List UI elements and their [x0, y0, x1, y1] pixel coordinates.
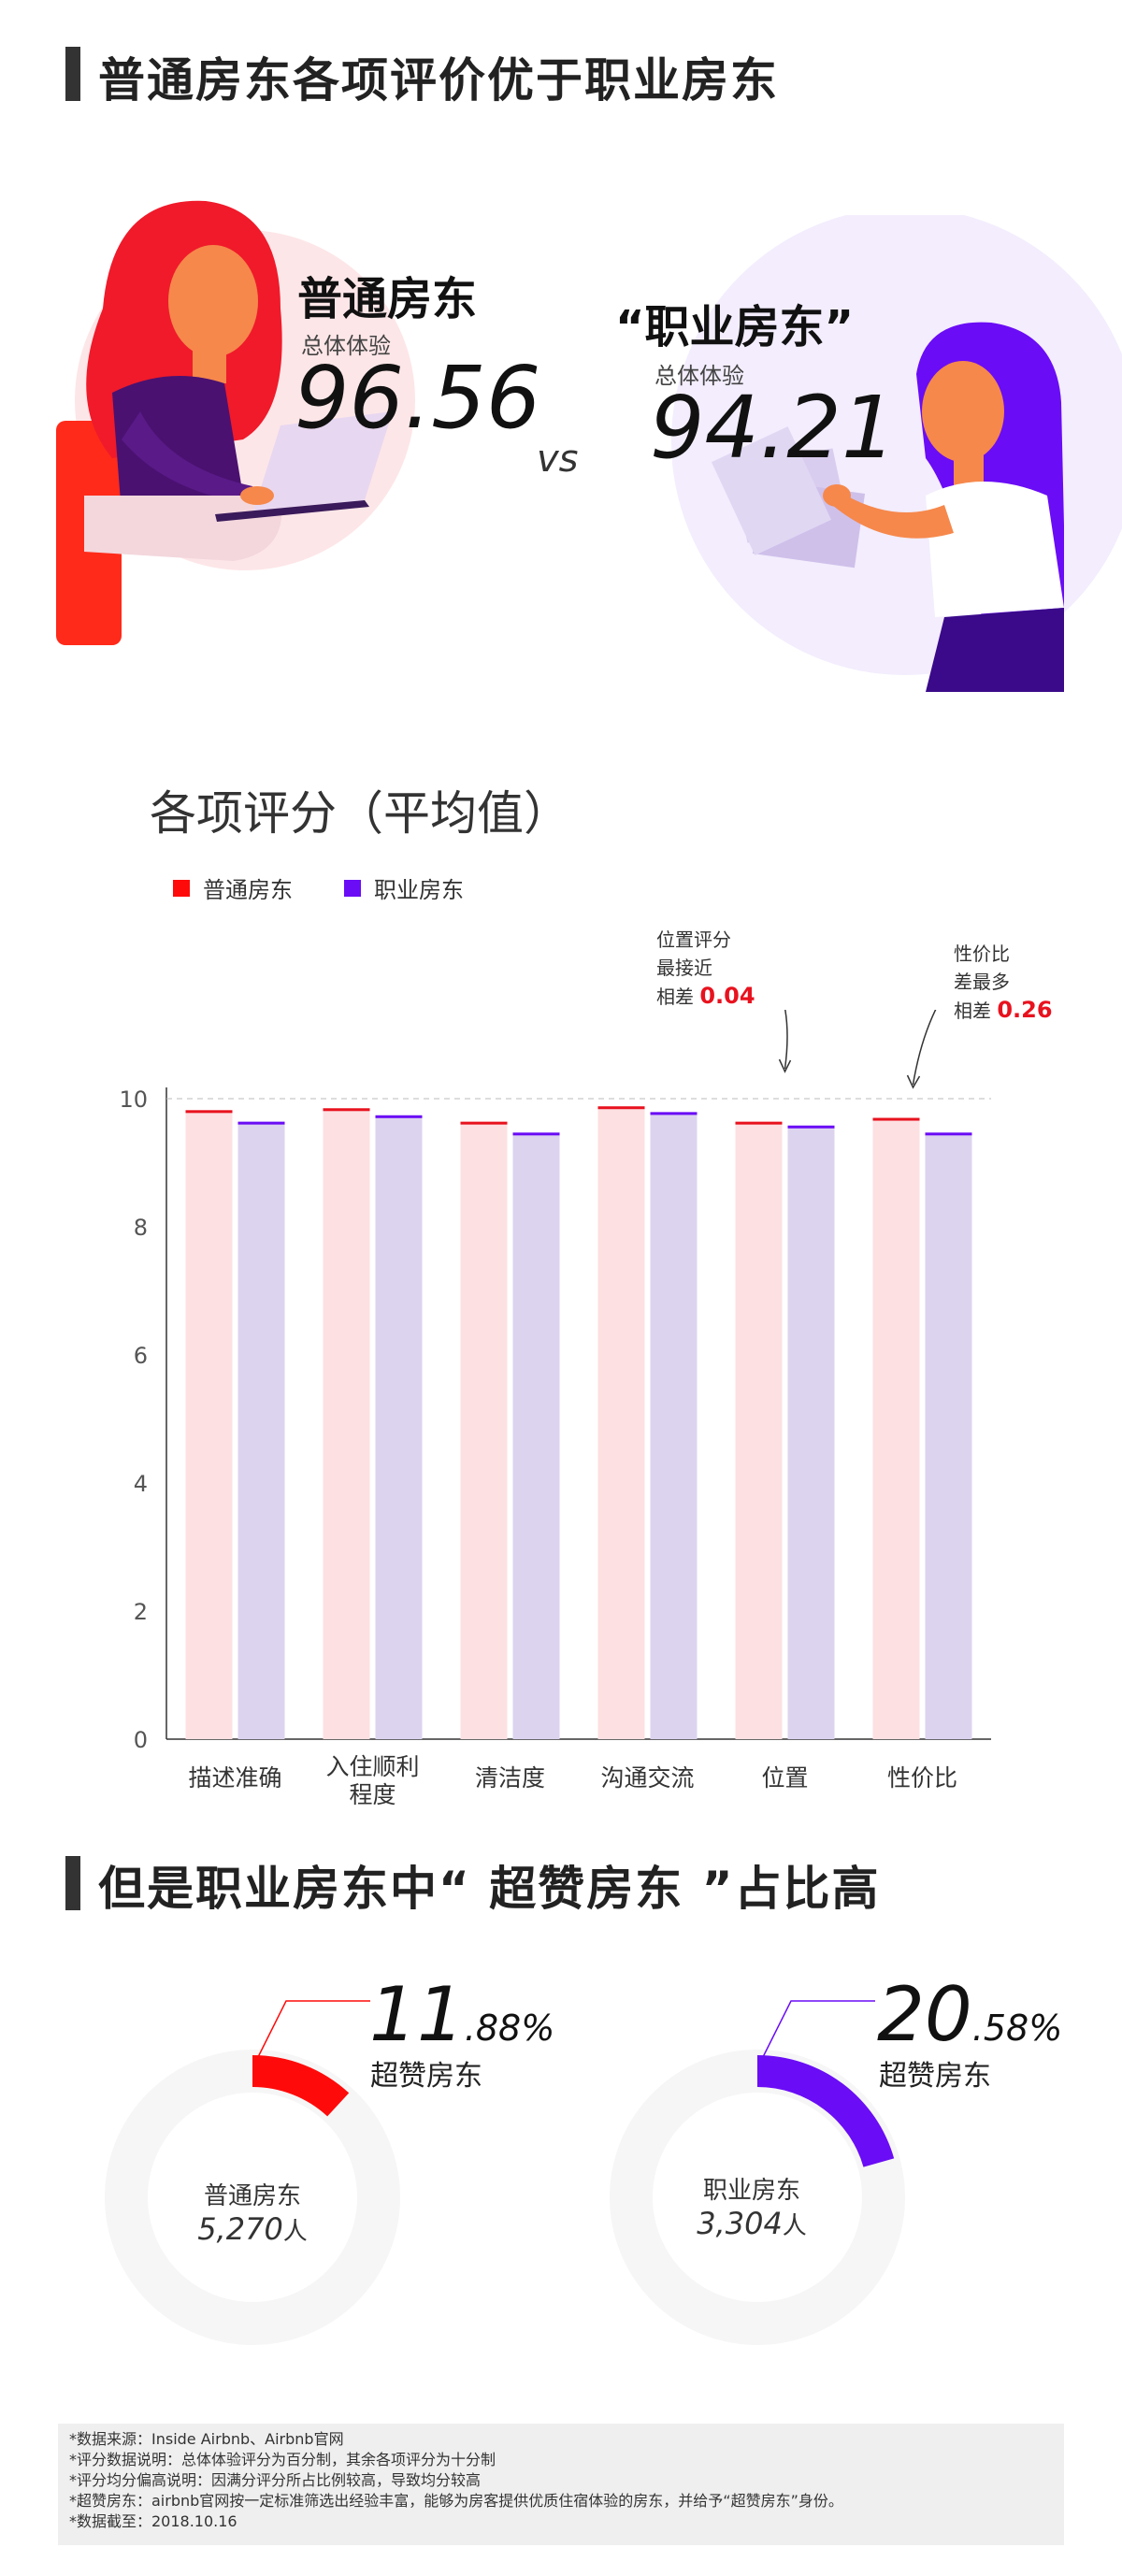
bar-pro	[237, 1121, 285, 1739]
bar-regular	[597, 1106, 645, 1739]
bar-cap-pro	[375, 1115, 423, 1118]
bar-cap-regular	[185, 1110, 233, 1114]
regular-host-sub: 总体体验	[301, 333, 391, 359]
bar-pro	[650, 1112, 698, 1739]
note-line: *数据截至：2018.10.16	[69, 2512, 237, 2530]
bar-regular	[185, 1110, 233, 1739]
bar-regular	[872, 1117, 920, 1739]
annotation-arrowhead-position	[778, 1058, 792, 1073]
annotation-value: 性价比 差最多 相差 0.26	[954, 940, 1053, 1025]
y-tick-label: 4	[134, 1471, 148, 1497]
donut-1-percent-int: 11	[369, 1971, 465, 2058]
title-bar-2	[65, 1856, 80, 1910]
donut-2-percent-int: 20	[877, 1971, 972, 2058]
bar-cap-regular	[735, 1121, 783, 1125]
x-tick-label: 清洁度	[475, 1764, 545, 1792]
y-tick-label: 6	[134, 1343, 148, 1369]
donut-leader-line	[762, 2000, 875, 2058]
donut-2-unit: 人	[782, 2212, 807, 2240]
x-tick-label: 沟通交流	[600, 1764, 694, 1792]
annotation-value-line1: 性价比	[954, 943, 1010, 965]
legend-swatch-regular	[173, 879, 190, 897]
donut-segment	[252, 2055, 350, 2117]
bar-pro	[375, 1115, 423, 1739]
annotation-position-diff-label: 相差	[656, 986, 694, 1008]
bar-pro	[925, 1132, 972, 1739]
section-title-1: 普通房东各项评价优于职业房东	[98, 53, 779, 108]
note-line: *数据来源：Inside Airbnb、Airbnb官网	[69, 2430, 344, 2448]
legend-label-regular: 普通房东	[203, 877, 293, 903]
regular-host-score: 96.56	[295, 348, 541, 448]
bar-regular	[323, 1108, 370, 1739]
annotation-position: 位置评分 最接近 相差 0.04	[656, 926, 755, 1011]
legend-regular: 普通房东	[173, 871, 293, 904]
legend-pro: 职业房东	[344, 871, 464, 904]
donut-leader-line	[257, 2000, 370, 2058]
donut-1-label: 普通房东 5,270人	[159, 2177, 346, 2247]
regular-host-name: 普通房东	[297, 273, 478, 325]
x-tick-label: 性价比	[887, 1764, 957, 1792]
donut-1-percent: 11.88%	[369, 1971, 554, 2058]
bar-regular	[460, 1121, 508, 1739]
annotation-arrow-position	[784, 1010, 788, 1070]
donut-segment	[757, 2055, 895, 2167]
bar-cap-regular	[460, 1121, 508, 1125]
bar-regular	[735, 1121, 783, 1739]
donut-2-percent-dec: .58%	[971, 2008, 1063, 2049]
annotation-value-diff-label: 相差	[954, 1000, 991, 1022]
bar-cap-regular	[872, 1117, 920, 1121]
annotation-value-line2: 差最多	[954, 971, 1010, 993]
bar-pro	[787, 1125, 835, 1739]
x-tick-label: 程度	[349, 1781, 396, 1808]
section-title-2: 但是职业房东中“ 超赞房东 ”占比高	[98, 1862, 881, 1916]
pro-host-score: 94.21	[650, 378, 897, 478]
pro-host-illustration	[671, 215, 1122, 692]
bar-cap-pro	[787, 1125, 835, 1129]
donut-1-percent-dec: .88%	[464, 2008, 555, 2049]
vs-label: vs	[537, 438, 579, 481]
donut-1-unit: 人	[282, 2218, 308, 2246]
donut-1-sub: 超赞房东	[370, 2060, 482, 2093]
x-tick-label: 位置	[761, 1764, 808, 1792]
chart-title: 各项评分（平均值）	[150, 786, 570, 841]
legend-swatch-pro	[344, 879, 361, 897]
regular-host-illustration	[56, 200, 415, 645]
annotation-position-line2: 最接近	[656, 957, 712, 979]
title-bar	[65, 47, 80, 101]
y-tick-label: 0	[134, 1727, 148, 1753]
notes-box: *数据来源：Inside Airbnb、Airbnb官网 *评分数据说明：总体体…	[58, 2424, 1064, 2545]
donut-1-count: 5,270	[197, 2211, 283, 2247]
annotation-arrow-value	[912, 1010, 937, 1086]
annotation-position-line1: 位置评分	[656, 928, 731, 951]
bar-pro	[512, 1132, 560, 1739]
donut-2-count: 3,304	[697, 2206, 783, 2241]
y-tick-label: 10	[119, 1087, 148, 1113]
pro-host-name: “职业房东”	[615, 301, 855, 353]
note-line: *超赞房东：airbnb官网按一定标准筛选出经验丰富，能够为房客提供优质住宿体验…	[69, 2492, 843, 2510]
donut-2-percent: 20.58%	[877, 1971, 1062, 2058]
legend-label-pro: 职业房东	[374, 877, 464, 903]
donut-2-label: 职业房东 3,304人	[658, 2171, 845, 2241]
donut-2-sub: 超赞房东	[879, 2060, 991, 2093]
annotation-position-diff-value: 0.04	[699, 983, 755, 1009]
bar-cap-pro	[650, 1112, 698, 1115]
bar-cap-regular	[597, 1106, 645, 1110]
pro-host-sub: 总体体验	[654, 363, 744, 389]
y-tick-label: 8	[134, 1215, 148, 1241]
donut-charts	[105, 2000, 905, 2345]
bar-cap-pro	[512, 1132, 560, 1136]
note-line: *评分数据说明：总体体验评分为百分制，其余各项评分为十分制	[69, 2451, 496, 2468]
note-line: *评分均分偏高说明：因满分评分所占比例较高，导致均分较高	[69, 2471, 482, 2489]
x-tick-label: 描述准确	[188, 1764, 281, 1792]
y-tick-label: 2	[134, 1599, 148, 1625]
x-tick-label: 入住顺利	[325, 1753, 419, 1780]
annotation-arrowhead-value	[906, 1074, 921, 1089]
donut-1-host: 普通房东	[203, 2182, 301, 2210]
bar-cap-pro	[925, 1132, 972, 1136]
bar-cap-regular	[323, 1108, 370, 1112]
bar-cap-pro	[237, 1121, 285, 1125]
annotation-value-diff-value: 0.26	[997, 997, 1053, 1023]
donut-2-host: 职业房东	[702, 2177, 800, 2205]
